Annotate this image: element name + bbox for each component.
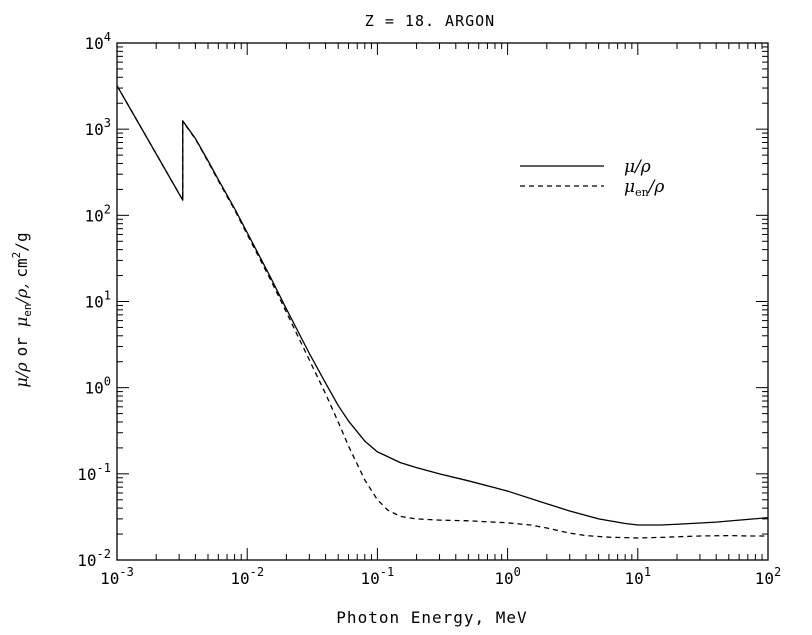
y-tick-label: 10-1 bbox=[77, 461, 111, 484]
y-label-mu-rho: μ/ρ bbox=[12, 362, 31, 388]
x-tick-label: 10-1 bbox=[361, 565, 395, 588]
plot-border bbox=[116, 42, 769, 561]
series-mu-en-rho-line bbox=[116, 85, 768, 539]
legend-label-mu-en-rho: μen/ρ bbox=[624, 177, 664, 199]
y-label-units-exp: 2 bbox=[10, 252, 23, 259]
y-tick-label: 101 bbox=[85, 289, 112, 312]
plot-frame bbox=[116, 42, 769, 561]
chart-title: Z = 18. ARGON bbox=[365, 12, 495, 30]
y-label-or: or bbox=[12, 337, 31, 357]
y-label-en: en bbox=[21, 303, 34, 316]
y-tick-label: 102 bbox=[85, 202, 112, 225]
series-layer bbox=[116, 85, 769, 539]
x-tick-label: 10-2 bbox=[230, 565, 264, 588]
x-axis-label: Photon Energy, MeV bbox=[336, 608, 527, 627]
y-label-units: cm bbox=[12, 258, 31, 277]
y-label-rho-tail: /ρ, bbox=[12, 284, 31, 306]
legend-label-mu-rho: μ/ρ bbox=[624, 157, 651, 177]
y-tick-label: 10-2 bbox=[77, 547, 111, 570]
x-tick-label: 102 bbox=[755, 565, 782, 588]
x-tick-label: 100 bbox=[494, 565, 520, 588]
x-tick-label: 101 bbox=[625, 565, 652, 588]
svg-text:μ/ρorμen/ρ,cm2/g: μ/ρ or μen/ρ, cm2/g bbox=[10, 232, 34, 387]
tick-labels: 10-3 10-2 10-1 100 101 10210-210-110010110210… bbox=[77, 30, 781, 588]
y-tick-label: 103 bbox=[85, 116, 112, 139]
y-label-mu: μ bbox=[12, 317, 31, 327]
series-mu-rho-line bbox=[116, 85, 769, 526]
y-tick-label: 100 bbox=[85, 375, 112, 398]
y-label-units-tail: /g bbox=[12, 232, 31, 251]
legend: μ/ρ μen/ρ bbox=[520, 157, 664, 199]
y-axis-label: μ/ρ or μen/ρ, cm2/g bbox=[10, 232, 34, 387]
axis-ticks bbox=[116, 42, 769, 561]
x-tick-label: 10-3 bbox=[100, 565, 134, 588]
y-tick-label: 104 bbox=[85, 30, 112, 53]
